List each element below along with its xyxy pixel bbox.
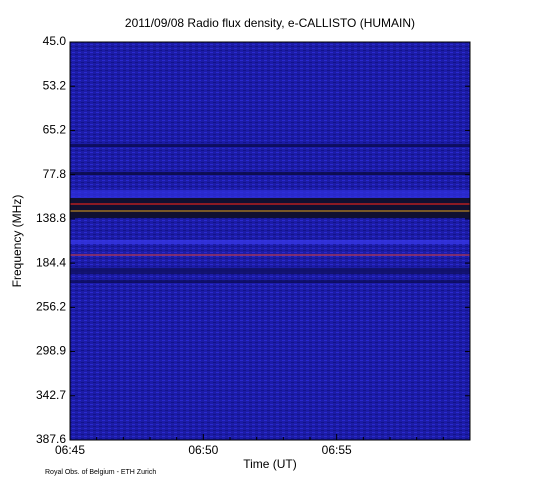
spectrogram-image (70, 42, 470, 440)
credit: Royal Obs. of Belgium - ETH Zurich (45, 469, 156, 476)
y-tick-label: 65.2 (43, 123, 67, 137)
chart-title: 2011/09/08 Radio flux density, e-CALLIST… (125, 16, 415, 30)
y-tick-label: 184.4 (36, 255, 66, 269)
y-tick-label: 77.8 (43, 167, 67, 181)
x-tick-label: 06:55 (322, 443, 352, 457)
y-tick-label: 45.0 (43, 34, 67, 48)
x-tick-label: 06:50 (188, 443, 218, 457)
y-tick-label: 298.9 (36, 344, 66, 358)
y-tick-label: 387.6 (36, 432, 66, 446)
x-tick-label: 06:45 (55, 443, 85, 457)
x-axis-label: Time (UT) (243, 457, 297, 471)
y-tick-label: 342.7 (36, 388, 66, 402)
y-tick-label: 53.2 (43, 78, 67, 92)
y-tick-label: 138.8 (36, 211, 66, 225)
y-axis-label: Frequency (MHz) (10, 195, 24, 288)
y-tick-label: 256.2 (36, 300, 66, 314)
plot-frame (69, 41, 471, 441)
